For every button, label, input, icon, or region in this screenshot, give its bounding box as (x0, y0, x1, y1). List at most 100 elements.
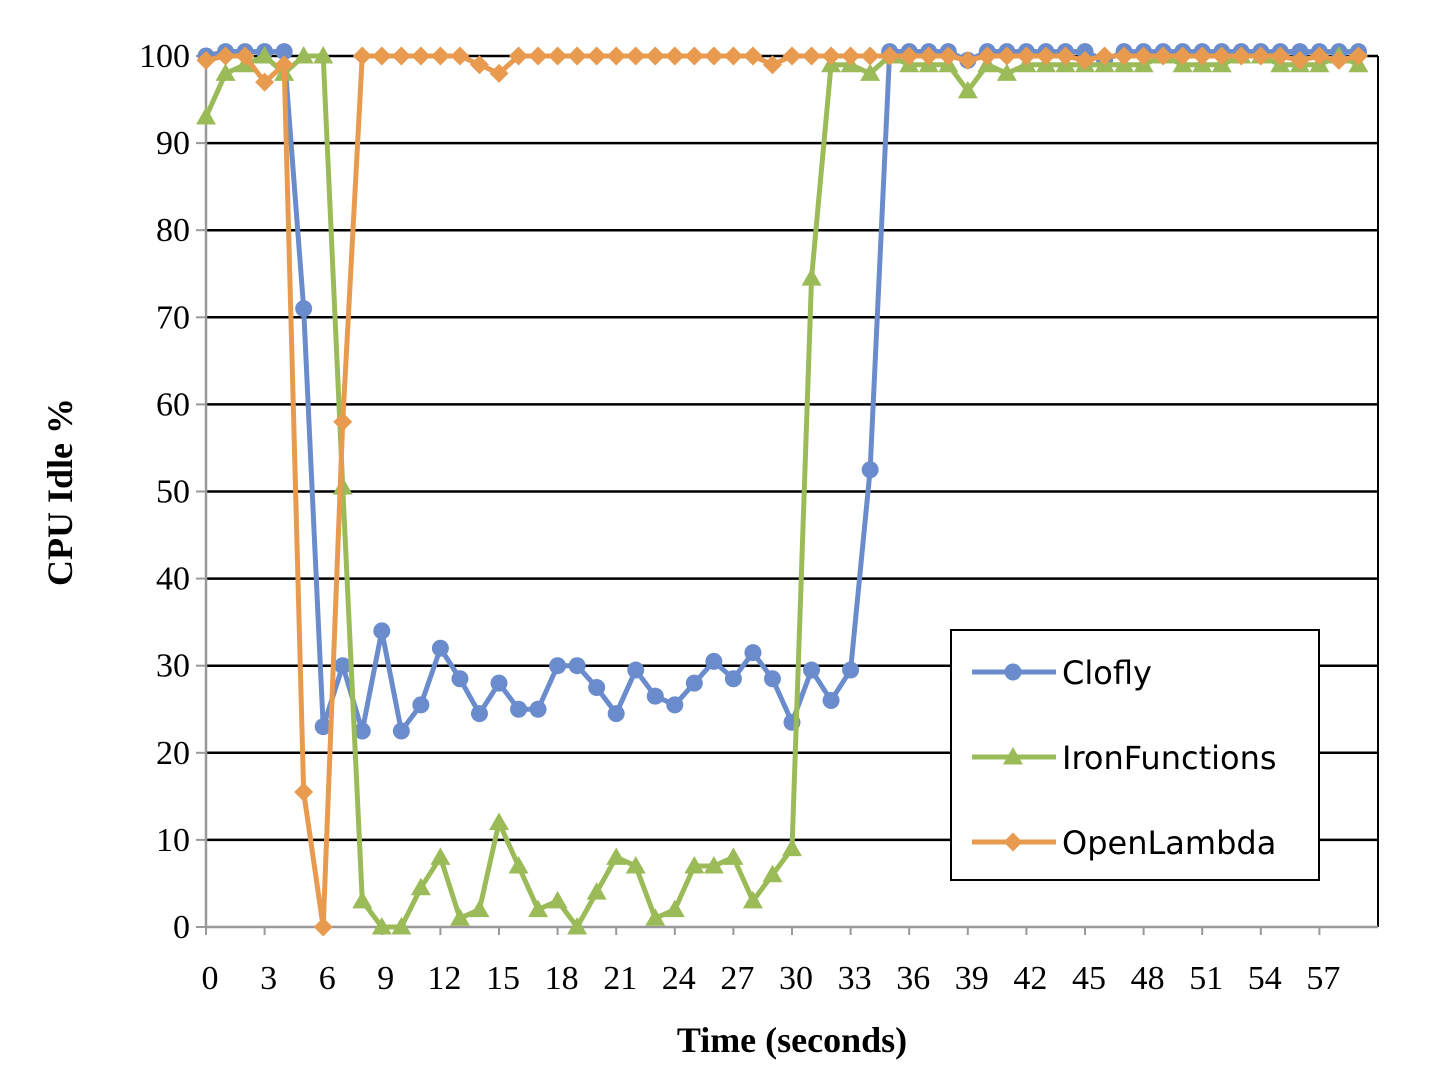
y-tick-label: 70 (156, 299, 190, 336)
point-openlambda (880, 46, 900, 66)
point-openlambda (762, 55, 782, 75)
point-openlambda (723, 46, 743, 66)
point-ironfunctions (742, 890, 763, 909)
point-clofly (861, 461, 879, 479)
point-ironfunctions (996, 63, 1017, 81)
point-openlambda (1251, 46, 1271, 66)
point-openlambda (1173, 46, 1193, 66)
point-clofly (295, 300, 313, 318)
point-ironfunctions (782, 838, 802, 857)
point-clofly (763, 670, 781, 688)
point-clofly (627, 661, 645, 679)
point-clofly (275, 43, 293, 61)
point-openlambda (938, 46, 958, 66)
x-tick-label: 33 (838, 960, 872, 997)
point-openlambda (782, 46, 802, 66)
point-ironfunctions (801, 268, 822, 286)
y-tick-label: 60 (156, 386, 190, 423)
series-lines (196, 43, 1369, 937)
legend-label: IronFunctions (1062, 739, 1277, 777)
point-openlambda (567, 46, 587, 66)
point-openlambda (235, 46, 255, 66)
point-openlambda (1192, 46, 1212, 66)
point-openlambda (333, 412, 353, 432)
point-openlambda (919, 46, 939, 66)
point-clofly (607, 705, 625, 723)
x-tick-label: 15 (486, 960, 520, 997)
point-clofly (705, 652, 723, 670)
point-ironfunctions (957, 80, 978, 99)
point-openlambda (899, 46, 919, 66)
y-tick-label: 50 (156, 474, 190, 511)
point-clofly (510, 700, 528, 718)
point-openlambda (1016, 46, 1036, 66)
point-openlambda (860, 46, 880, 66)
point-clofly (373, 622, 391, 640)
point-openlambda (216, 46, 236, 66)
x-tick-label: 21 (603, 960, 637, 997)
point-openlambda (1309, 46, 1329, 66)
point-clofly (334, 657, 352, 675)
legend-label: Clofly (1062, 654, 1152, 692)
point-openlambda (1231, 46, 1251, 66)
point-ironfunctions (723, 847, 744, 865)
point-openlambda (645, 46, 665, 66)
point-ironfunctions (703, 856, 724, 874)
point-ironfunctions (391, 917, 412, 935)
point-openlambda (1270, 46, 1290, 66)
point-openlambda (958, 50, 978, 70)
point-openlambda (606, 46, 626, 66)
x-tick-label: 54 (1248, 960, 1282, 997)
x-tick-label: 42 (1013, 960, 1047, 997)
point-openlambda (450, 46, 470, 66)
point-openlambda (509, 46, 529, 66)
point-openlambda (313, 917, 333, 937)
point-openlambda (1055, 46, 1075, 66)
legend-item-clofly: Clofly (972, 654, 1152, 692)
point-openlambda (411, 46, 431, 66)
point-ironfunctions (860, 63, 881, 81)
point-clofly (549, 657, 567, 675)
point-ironfunctions (664, 899, 685, 918)
x-tick-label: 45 (1072, 960, 1106, 997)
point-clofly (803, 661, 821, 679)
y-tick-label: 40 (156, 561, 190, 598)
point-openlambda (196, 50, 216, 70)
point-clofly (666, 696, 684, 714)
point-ironfunctions (430, 847, 451, 865)
point-clofly (431, 639, 449, 657)
x-tick-label: 0 (202, 960, 219, 997)
point-ironfunctions (508, 856, 529, 874)
point-ironfunctions (449, 908, 470, 926)
x-tick-label: 30 (779, 960, 813, 997)
point-openlambda (274, 55, 294, 75)
point-openlambda (1348, 46, 1368, 66)
legend-marker (1004, 663, 1022, 681)
point-ironfunctions (215, 63, 236, 81)
point-openlambda (489, 63, 509, 83)
point-clofly (314, 718, 332, 736)
y-axis-title: CPU Idle % (40, 398, 80, 586)
legend-label: OpenLambda (1062, 824, 1276, 862)
point-clofly (685, 674, 703, 692)
point-openlambda (255, 72, 275, 92)
x-tick-label: 48 (1131, 960, 1165, 997)
x-tick-label: 6 (319, 960, 336, 997)
point-openlambda (352, 46, 372, 66)
point-openlambda (1036, 46, 1056, 66)
point-ironfunctions (684, 856, 705, 874)
y-tick-label: 90 (156, 125, 190, 162)
point-clofly (490, 674, 508, 692)
point-openlambda (294, 782, 314, 802)
point-openlambda (977, 46, 997, 66)
point-openlambda (802, 46, 822, 66)
point-openlambda (665, 46, 685, 66)
legend-item-openlambda: OpenLambda (972, 824, 1276, 862)
point-clofly (353, 722, 371, 740)
point-ironfunctions (606, 847, 627, 865)
point-openlambda (1212, 46, 1232, 66)
point-ironfunctions (567, 917, 588, 935)
x-tick-label: 36 (896, 960, 930, 997)
